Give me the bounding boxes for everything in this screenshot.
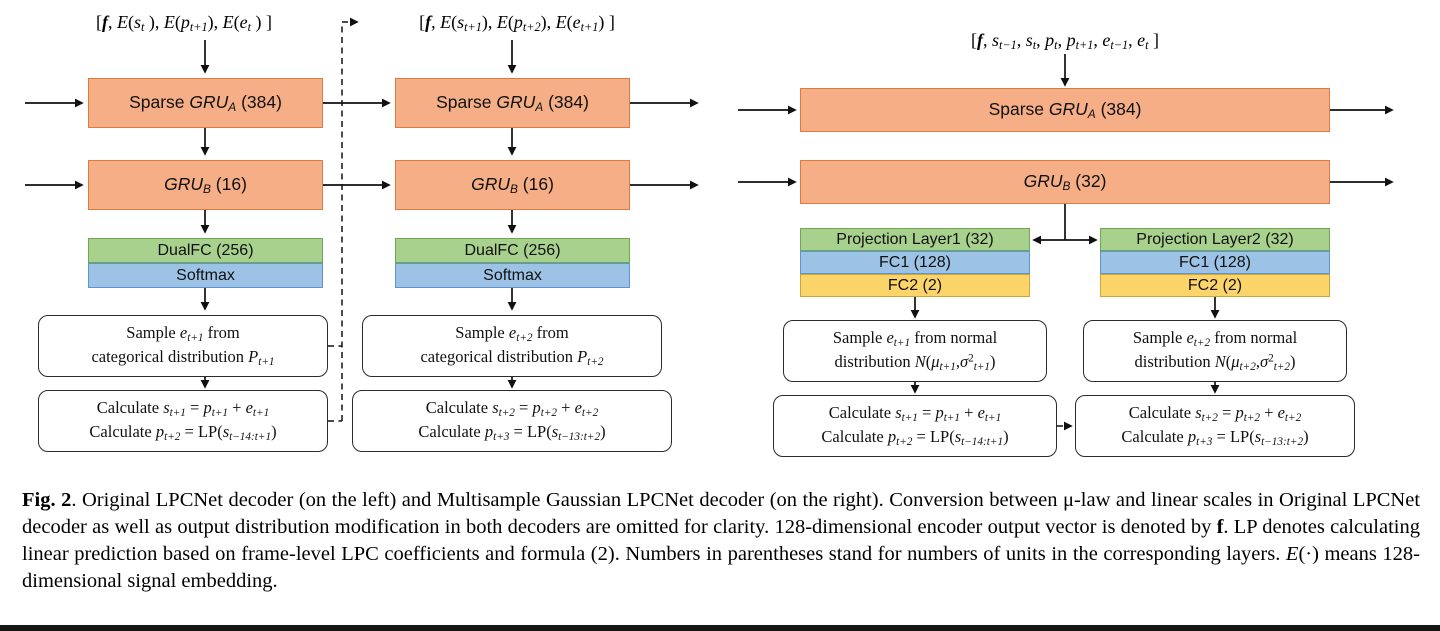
projection-layer2-label: Projection Layer2 (32) xyxy=(1136,230,1294,248)
caption-text-2: . LP denotes calculating linear predicti… xyxy=(22,516,1420,565)
caption-text-3: (·) means 128-dimensional signal embeddi… xyxy=(22,543,1420,592)
calculate-box-right-1: Calculate st+1 = pt+1 + et+1 Calculate p… xyxy=(773,395,1057,457)
sample-box-right-1: Sample et+1 from normal distribution N(μ… xyxy=(783,320,1047,382)
sparse-gru-a-label: Sparse GRUA (384) xyxy=(129,92,282,114)
fc2-label: FC2 (2) xyxy=(1187,276,1243,294)
softmax-block-1: Softmax xyxy=(88,263,323,288)
sample-box-2: Sample et+2 from categorical distributio… xyxy=(362,315,662,377)
dualfc-block-2: DualFC (256) xyxy=(395,238,630,263)
fc1-label: FC1 (128) xyxy=(1178,253,1252,271)
sparse-gru-a-block-right: Sparse GRUA (384) xyxy=(800,88,1330,132)
projection-layer1-label: Projection Layer1 (32) xyxy=(836,230,994,248)
calculate-line-1: Calculate st+2 = pt+2 + et+2 xyxy=(1128,403,1302,424)
calculate-line-1: Calculate st+1 = pt+1 + et+1 xyxy=(96,398,270,419)
softmax-label: Softmax xyxy=(483,266,542,284)
sample-line-1: Sample et+1 from xyxy=(126,323,240,344)
sparse-gru-a-label: Sparse GRUA (384) xyxy=(436,92,589,114)
projection-layer2-block: Projection Layer2 (32) xyxy=(1100,228,1330,251)
gru-b-label: GRUB (16) xyxy=(471,174,554,196)
calculate-line-2: Calculate pt+3 = LP(st−13:t+2) xyxy=(1121,427,1309,448)
gru-b-label: GRUB (16) xyxy=(164,174,247,196)
calculate-box-1: Calculate st+1 = pt+1 + et+1 Calculate p… xyxy=(38,390,328,452)
projection-layer1-block: Projection Layer1 (32) xyxy=(800,228,1030,251)
calculate-line-1: Calculate st+1 = pt+1 + et+1 xyxy=(828,403,1002,424)
sparse-gru-a-block-1: Sparse GRUA (384) xyxy=(88,78,323,128)
sample-line-1: Sample et+1 from normal xyxy=(832,328,998,349)
fc2-block-left: FC2 (2) xyxy=(800,274,1030,297)
sample-line-2: categorical distribution Pt+1 xyxy=(91,347,275,368)
caption-f-symbol: f xyxy=(1216,516,1224,538)
bottom-edge xyxy=(0,625,1440,631)
figure-caption: Fig. 2. Original LPCNet decoder (on the … xyxy=(22,487,1420,595)
calculate-box-right-2: Calculate st+2 = pt+2 + et+2 Calculate p… xyxy=(1075,395,1355,457)
calculate-line-2: Calculate pt+2 = LP(st−14:t+1) xyxy=(821,427,1009,448)
softmax-label: Softmax xyxy=(176,266,235,284)
dualfc-label: DualFC (256) xyxy=(464,241,561,259)
sample-line-1: Sample et+2 from xyxy=(455,323,569,344)
fc2-block-right: FC2 (2) xyxy=(1100,274,1330,297)
input-vector-label-left-t1: [f, E(st ), E(pt+1), E(et ) ] xyxy=(95,12,273,35)
fc1-label: FC1 (128) xyxy=(878,253,952,271)
input-vector-label-right: [f, st−1, st, pt, pt+1, et−1, et ] xyxy=(970,30,1160,53)
caption-fig-label: Fig. 2 xyxy=(22,489,72,511)
sparse-gru-a-label: Sparse GRUA (384) xyxy=(988,99,1142,121)
caption-separator: . xyxy=(71,489,82,511)
sample-line-2: distribution N(μt+2,σ2t+2) xyxy=(1134,352,1296,373)
caption-e-symbol: E xyxy=(1285,543,1299,565)
dualfc-block-1: DualFC (256) xyxy=(88,238,323,263)
sample-box-1: Sample et+1 from categorical distributio… xyxy=(38,315,328,377)
gru-b-block-1: GRUB (16) xyxy=(88,160,323,210)
input-vector-label-left-t2: [f, E(st+1), E(pt+2), E(et+1) ] xyxy=(419,12,615,35)
calculate-line-2: Calculate pt+3 = LP(st−13:t+2) xyxy=(418,422,606,443)
gru-b-block-right: GRUB (32) xyxy=(800,160,1330,204)
softmax-block-2: Softmax xyxy=(395,263,630,288)
fc1-block-right: FC1 (128) xyxy=(1100,251,1330,274)
calculate-line-1: Calculate st+2 = pt+2 + et+2 xyxy=(425,398,599,419)
sample-box-right-2: Sample et+2 from normal distribution N(μ… xyxy=(1083,320,1347,382)
sample-line-2: categorical distribution Pt+2 xyxy=(420,347,604,368)
sparse-gru-a-block-2: Sparse GRUA (384) xyxy=(395,78,630,128)
fc2-label: FC2 (2) xyxy=(887,276,943,294)
calculate-box-2: Calculate st+2 = pt+2 + et+2 Calculate p… xyxy=(352,390,672,452)
gru-b-block-2: GRUB (16) xyxy=(395,160,630,210)
dualfc-label: DualFC (256) xyxy=(157,241,254,259)
sample-line-1: Sample et+2 from normal xyxy=(1132,328,1298,349)
caption-text-1: Original LPCNet decoder (on the left) an… xyxy=(22,489,1421,538)
gru-b-label: GRUB (32) xyxy=(1023,171,1107,193)
sample-line-2: distribution N(μt+1,σ2t+1) xyxy=(834,352,996,373)
calculate-line-2: Calculate pt+2 = LP(st−14:t+1) xyxy=(89,422,277,443)
fc1-block-left: FC1 (128) xyxy=(800,251,1030,274)
